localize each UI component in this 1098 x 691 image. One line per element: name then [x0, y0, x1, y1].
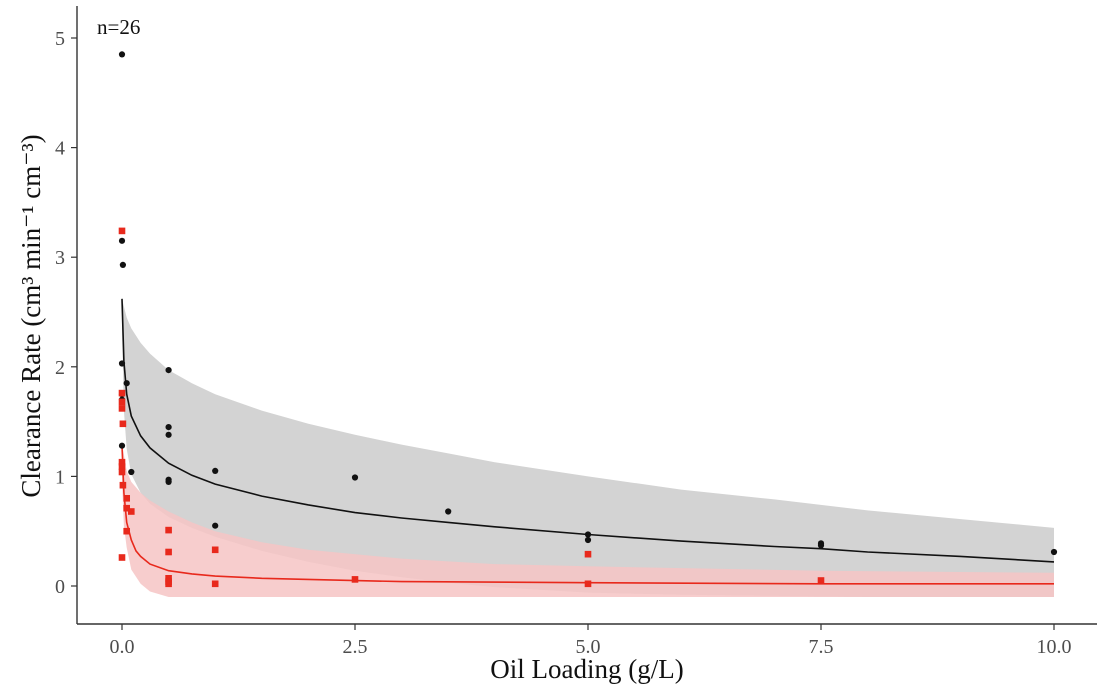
black-data-point: [128, 468, 135, 476]
red-data-point: [118, 405, 126, 412]
red-data-point: [211, 546, 219, 554]
red-data-point: [817, 577, 825, 584]
y-tick-label: 0: [55, 576, 65, 598]
x-tick-label: 2.5: [343, 636, 368, 658]
red-data-point: [118, 398, 126, 406]
black-data-point: [212, 467, 219, 474]
red-data-point: [118, 468, 126, 476]
black-data-point: [212, 522, 219, 529]
red-data-point: [119, 481, 127, 489]
red-confidence-band: [122, 443, 1054, 597]
red-data-point: [118, 458, 126, 466]
y-tick-label: 1: [55, 466, 65, 488]
red-data-point: [118, 554, 126, 561]
black-data-point: [1050, 548, 1058, 556]
x-tick-label: 10.0: [1037, 636, 1072, 658]
red-data-point: [165, 526, 172, 534]
black-data-point: [584, 531, 592, 538]
black-data-point: [351, 474, 359, 481]
red-data-point: [118, 227, 126, 235]
red-data-point: [128, 508, 135, 515]
confidence-bands: [122, 298, 1054, 597]
black-data-point: [165, 424, 172, 431]
red-data-point: [584, 580, 592, 588]
x-axis-title: Oil Loading (g/L): [490, 654, 683, 684]
red-data-point: [351, 576, 359, 583]
red-data-point: [584, 550, 592, 558]
y-tick-label: 4: [55, 138, 65, 160]
data-points: [118, 51, 1058, 588]
black-data-point: [123, 380, 130, 387]
y-tick-label: 5: [55, 28, 65, 50]
x-tick-label: 5.0: [576, 636, 601, 658]
x-tick-label: 7.5: [809, 636, 834, 658]
black-data-point: [118, 51, 126, 58]
black-data-point: [817, 542, 825, 549]
red-data-point: [119, 420, 127, 428]
black-data-point: [165, 367, 172, 374]
black-data-point: [165, 478, 172, 485]
y-tick-label: 2: [55, 357, 65, 379]
black-fit-curve: [121, 298, 1055, 563]
red-data-point: [165, 580, 172, 588]
red-data-point: [123, 495, 130, 502]
black-confidence-band: [122, 298, 1054, 597]
axes: 0.0 2.5 5.0 7.5 10.0 0 1 2 3 4 5: [55, 6, 1097, 658]
red-data-point: [211, 580, 219, 588]
black-data-point: [118, 237, 126, 244]
red-data-point: [165, 548, 172, 556]
red-data-point: [118, 463, 126, 470]
black-data-point: [118, 360, 126, 367]
black-data-point: [165, 431, 172, 438]
red-data-point: [123, 527, 130, 535]
sample-size-annotation: n=26: [97, 15, 140, 39]
y-axis-title: Clearance Rate (cm³ min⁻¹ cm⁻³): [16, 134, 46, 497]
red-data-point: [118, 389, 126, 397]
black-data-point: [584, 536, 592, 544]
red-data-point: [123, 504, 130, 512]
y-tick-label: 3: [55, 247, 65, 269]
black-data-point: [445, 508, 452, 515]
black-data-point: [118, 442, 126, 449]
x-tick-label: 0.0: [110, 636, 135, 658]
black-data-point: [119, 261, 126, 268]
